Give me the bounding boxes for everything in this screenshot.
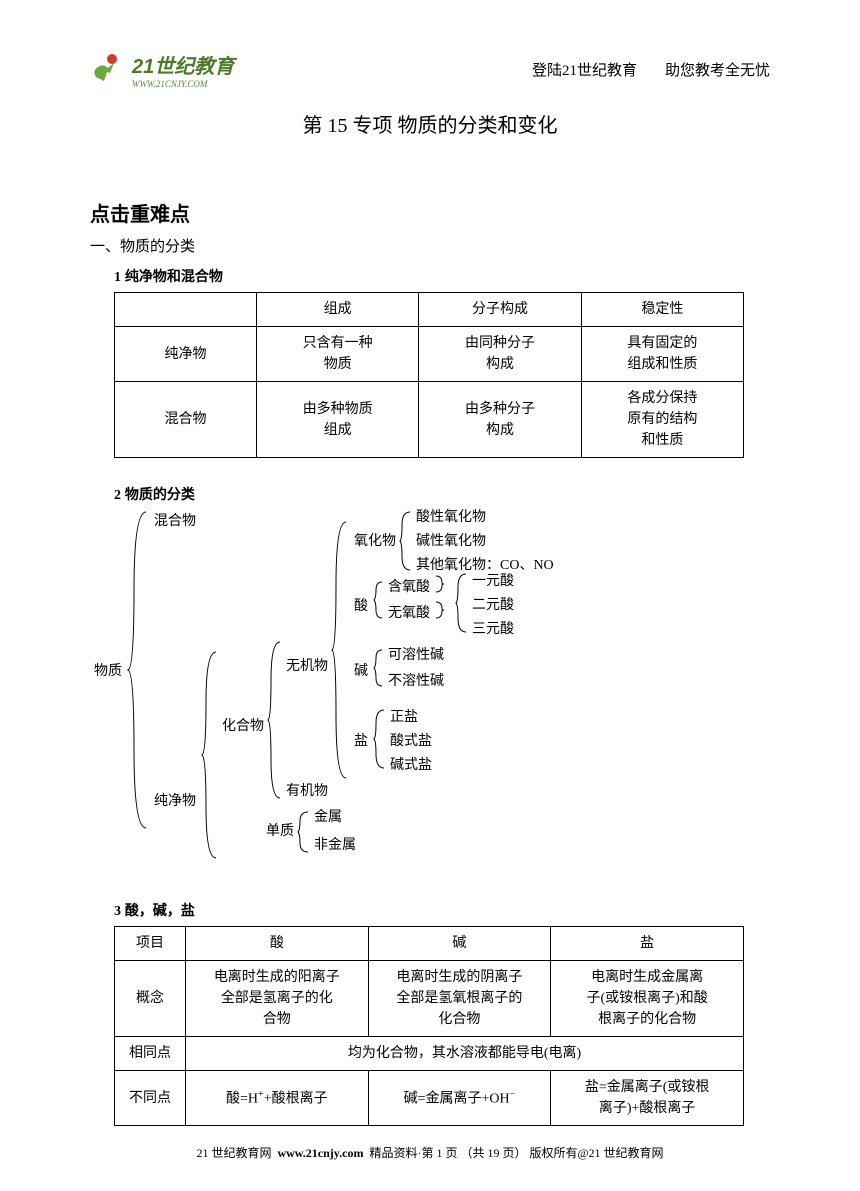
brace-icon — [126, 510, 150, 830]
tree-node: 混合物 — [154, 510, 196, 530]
table-row: 混合物 由多种物质组成 由多种分子构成 各成分保持原有的结构和性质 — [115, 382, 744, 458]
logo-icon — [90, 53, 128, 87]
classification-tree: 物质 混合物 纯净物 化合物 单质 无机物 有机物 金属 非金属 氧化物 酸 碱… — [114, 510, 770, 870]
tree-node: 一元酸 — [472, 570, 514, 590]
tree-node: 氧化物 — [354, 530, 396, 550]
subsection-heading-1: 一、物质的分类 — [90, 235, 770, 256]
table-1: 组成 分子构成 稳定性 纯净物 只含有一种物质 由同种分子构成 具有固定的组成和… — [114, 292, 744, 458]
tree-node: 可溶性碱 — [388, 644, 444, 664]
tree-node: 纯净物 — [154, 790, 196, 810]
sub3-heading: 3 酸，碱，盐 — [114, 900, 770, 920]
tree-node: 盐 — [354, 730, 368, 750]
brace-icon — [330, 520, 350, 780]
tree-node: 单质 — [266, 820, 294, 840]
table-2: 项目 酸 碱 盐 概念 电离时生成的阳离子全部是氢离子的化合物 电离时生成的阴离… — [114, 926, 744, 1126]
tree-node: 酸式盐 — [390, 730, 432, 750]
tree-node: 非金属 — [314, 834, 356, 854]
tree-node: 金属 — [314, 806, 342, 826]
brace-icon — [200, 650, 220, 860]
page-title: 第 15 专项 物质的分类和变化 — [90, 109, 770, 138]
logo-text: 21世纪教育 — [132, 50, 234, 79]
tree-node: 酸性氧化物 — [416, 506, 486, 526]
brace-icon — [296, 810, 312, 854]
table-row: 纯净物 只含有一种物质 由同种分子构成 具有固定的组成和性质 — [115, 327, 744, 382]
section-heading: 点击重难点 — [90, 198, 770, 227]
sub1-heading: 1 纯净物和混合物 — [114, 266, 770, 286]
tree-node: 有机物 — [286, 780, 328, 800]
tree-node: 碱性氧化物 — [416, 530, 486, 550]
brace-icon — [372, 648, 386, 688]
table-row: 概念 电离时生成的阳离子全部是氢离子的化合物 电离时生成的阴离子全部是氢氧根离子… — [115, 961, 744, 1037]
tree-node: 化合物 — [222, 715, 264, 735]
tree-node: 三元酸 — [472, 618, 514, 638]
tree-node: 含氧酸 — [388, 576, 430, 596]
tree-node: 二元酸 — [472, 594, 514, 614]
table-row: 组成 分子构成 稳定性 — [115, 293, 744, 327]
brace-icon — [434, 574, 446, 594]
tree-node: 不溶性碱 — [388, 670, 444, 690]
brace-icon — [372, 580, 386, 620]
brace-icon — [372, 708, 388, 770]
tree-node: 碱式盐 — [390, 754, 432, 774]
header-slogan: 登陆21世纪教育助您教考全无忧 — [532, 59, 770, 80]
logo-url: WWW.21CNJY.COM — [132, 79, 234, 89]
table-row: 不同点 酸=H++酸根离子 碱=金属离子+OH− 盐=金属离子(或铵根离子)+酸… — [115, 1071, 744, 1126]
tree-node: 物质 — [94, 660, 122, 680]
tree-node: 无氧酸 — [388, 602, 430, 622]
page-header: 21世纪教育 WWW.21CNJY.COM 登陆21世纪教育助您教考全无忧 — [90, 50, 770, 89]
tree-node: 碱 — [354, 660, 368, 680]
tree-node: 无机物 — [286, 655, 328, 675]
tree-node: 正盐 — [390, 706, 418, 726]
brace-icon — [434, 600, 446, 620]
brace-icon — [454, 572, 470, 634]
page-footer: 21 世纪教育网 www.21cnjy.com 精品资料·第 1 页 （共 19… — [0, 1144, 860, 1161]
sub2-heading: 2 物质的分类 — [114, 484, 770, 504]
table-row: 项目 酸 碱 盐 — [115, 927, 744, 961]
table-row: 相同点 均为化合物，其水溶液都能导电(电离) — [115, 1037, 744, 1071]
brace-icon — [398, 510, 414, 572]
tree-node: 酸 — [354, 595, 368, 615]
logo: 21世纪教育 WWW.21CNJY.COM — [90, 50, 234, 89]
brace-icon — [266, 640, 284, 800]
